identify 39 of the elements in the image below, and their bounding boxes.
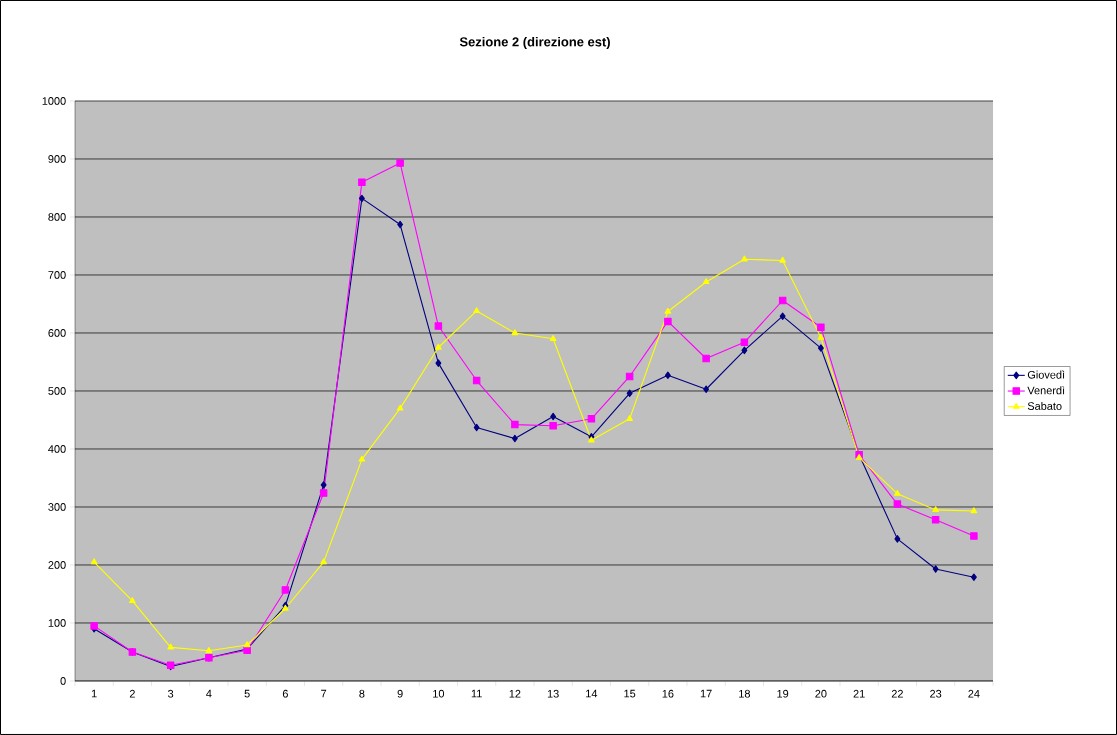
- y-tick-label: 800: [48, 213, 66, 221]
- y-tick-label: 700: [48, 271, 66, 279]
- x-tick-label: 6: [282, 689, 288, 698]
- legend-label: Venerdì: [1027, 386, 1065, 395]
- x-tick-label: 8: [359, 689, 365, 698]
- x-tick-label: 15: [624, 689, 636, 698]
- x-tick-label: 7: [321, 689, 327, 698]
- x-tick-label: 9: [397, 689, 403, 698]
- y-tick-label: 500: [48, 387, 66, 395]
- x-tick-label: 11: [471, 689, 482, 698]
- x-tick-label: 19: [777, 689, 789, 698]
- y-tick-label: 900: [48, 155, 66, 163]
- x-tick-label: 24: [968, 689, 980, 698]
- x-tick-label: 2: [129, 689, 135, 698]
- x-tick-label: 1: [91, 689, 97, 698]
- y-tick-label: 600: [48, 329, 66, 337]
- y-tick-label: 400: [48, 445, 66, 453]
- x-tick-label: 18: [739, 689, 750, 698]
- x-tick-label: 22: [891, 689, 903, 698]
- x-tick-label: 16: [662, 689, 674, 698]
- x-tick-label: 20: [815, 689, 827, 698]
- y-tick-label: 1000: [42, 97, 66, 105]
- legend-label: Giovedì: [1027, 370, 1065, 379]
- y-tick-label: 100: [48, 619, 66, 627]
- x-tick-label: 23: [930, 689, 942, 698]
- x-tick-label: 13: [547, 689, 559, 698]
- legend-label: Sabato: [1027, 401, 1062, 410]
- x-tick-label: 4: [206, 689, 212, 698]
- x-tick-label: 10: [433, 689, 445, 698]
- chart-title: Sezione 2 (direzione est): [459, 36, 610, 50]
- x-tick-label: 5: [244, 689, 250, 698]
- x-tick-label: 12: [509, 689, 521, 698]
- y-tick-label: 300: [48, 503, 66, 511]
- x-tick-label: 14: [586, 689, 598, 698]
- x-tick-label: 17: [700, 689, 712, 698]
- x-tick-label: 21: [853, 689, 865, 698]
- x-tick-label: 3: [168, 689, 174, 698]
- y-tick-label: 0: [60, 677, 66, 685]
- y-tick-label: 200: [48, 561, 66, 569]
